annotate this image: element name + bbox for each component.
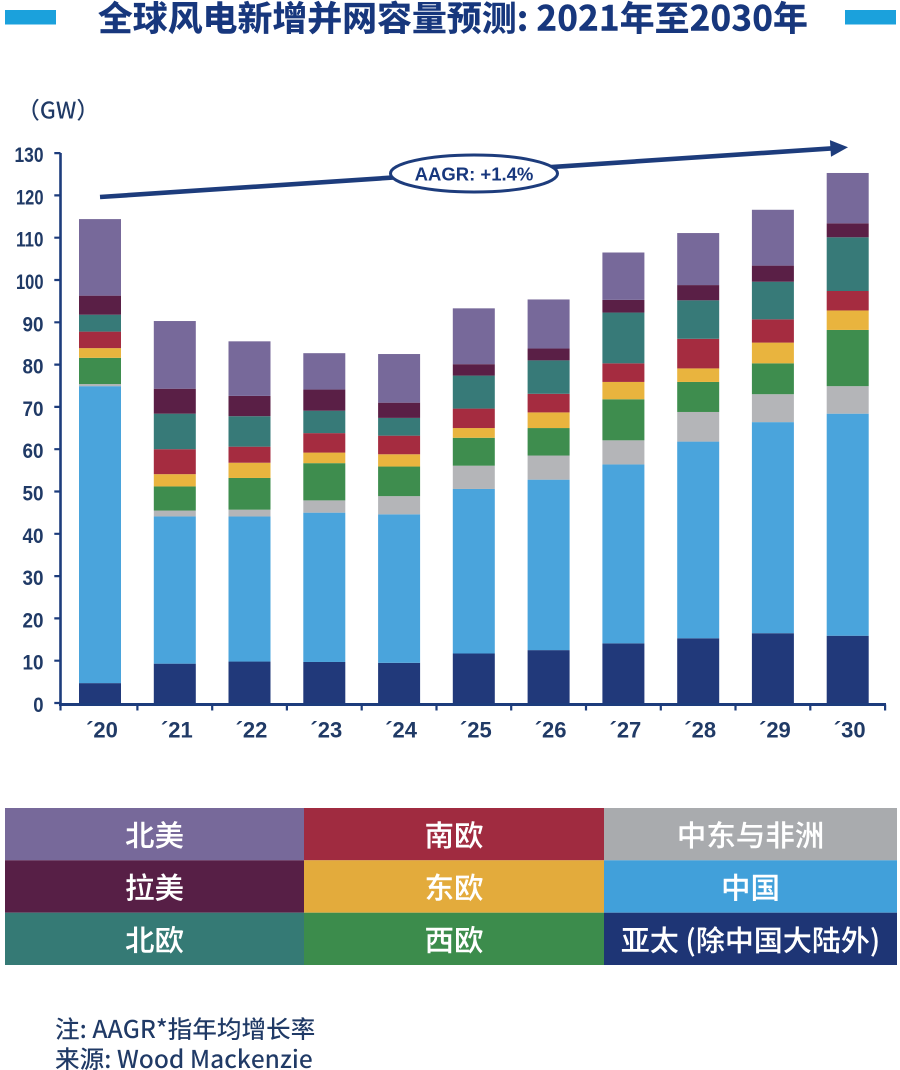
svg-text:120: 120	[16, 185, 44, 209]
svg-text:60: 60	[23, 439, 44, 463]
svg-text:´29: ´29	[759, 718, 791, 743]
svg-text:100: 100	[16, 270, 44, 294]
svg-text:´30: ´30	[834, 718, 866, 743]
svg-text:30: 30	[23, 566, 44, 590]
svg-text:´23: ´23	[310, 718, 342, 743]
svg-text:50: 50	[23, 482, 44, 506]
svg-text:110: 110	[16, 228, 44, 252]
svg-text:90: 90	[23, 312, 44, 336]
svg-text:´24: ´24	[385, 718, 418, 743]
svg-text:10: 10	[23, 651, 44, 675]
svg-text:´27: ´27	[610, 718, 642, 743]
svg-text:´28: ´28	[684, 718, 716, 743]
svg-text:0: 0	[33, 693, 43, 717]
svg-text:70: 70	[23, 397, 44, 421]
svg-text:´20: ´20	[86, 718, 118, 743]
svg-text:´22: ´22	[236, 718, 268, 743]
svg-text:130: 130	[15, 143, 44, 167]
svg-text:40: 40	[23, 524, 44, 548]
svg-text:AAGR: +1.4%: AAGR: +1.4%	[415, 164, 534, 185]
svg-text:´26: ´26	[535, 718, 567, 743]
svg-text:´25: ´25	[460, 718, 492, 743]
svg-text:´21: ´21	[161, 718, 193, 743]
svg-text:20: 20	[23, 608, 44, 632]
svg-text:80: 80	[23, 355, 44, 379]
